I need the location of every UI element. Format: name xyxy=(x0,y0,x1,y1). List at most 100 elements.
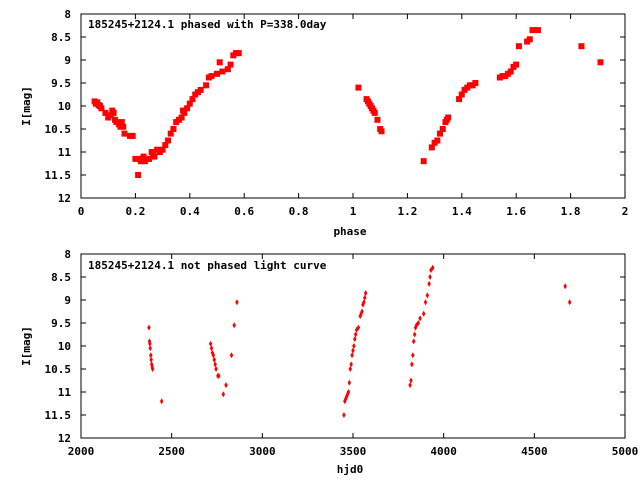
phased-data-point xyxy=(102,109,109,116)
unphased-data-point xyxy=(356,324,361,331)
phased-data-point xyxy=(146,155,152,162)
unphased-data-point xyxy=(353,336,357,343)
phased-data-point xyxy=(186,100,193,107)
unphased-data-point xyxy=(159,398,164,405)
phased-y-tick-label: 8 xyxy=(64,8,71,21)
phased-data-point xyxy=(208,73,215,80)
phased-x-tick-label: 0 xyxy=(78,205,85,218)
unphased-data-point xyxy=(209,345,214,352)
phased-data-point xyxy=(513,61,520,68)
unphased-data-point xyxy=(350,352,354,359)
phased-data-point xyxy=(374,116,381,123)
unphased-data-point xyxy=(214,366,218,372)
phased-x-tick-label: 0.8 xyxy=(289,205,309,218)
phased-data-point xyxy=(439,126,446,132)
phased-x-tick-label: 1 xyxy=(350,205,357,218)
phased-x-tick-label: 2 xyxy=(622,205,629,218)
unphased-data-point xyxy=(427,280,431,287)
unphased-data-points xyxy=(147,264,572,418)
phased-data-points xyxy=(91,27,604,178)
phased-data-point xyxy=(129,132,136,139)
phased-plot: 185245+2124.1 phased with P=338.0day pha… xyxy=(20,8,628,238)
unphased-data-point xyxy=(213,361,217,368)
unphased-x-tick-label: 3500 xyxy=(340,445,367,458)
unphased-data-point xyxy=(149,352,153,359)
phased-data-point xyxy=(120,123,127,130)
unphased-y-tick-label: 10 xyxy=(58,340,71,353)
phased-x-tick-label: 0.2 xyxy=(125,205,145,218)
phased-data-point xyxy=(235,50,242,57)
phased-y-tick-label: 11 xyxy=(58,146,72,159)
unphased-data-point xyxy=(410,361,414,368)
phased-x-tick-label: 1.6 xyxy=(506,205,526,218)
unphased-data-point xyxy=(362,299,366,306)
phased-data-point xyxy=(197,86,204,93)
unphased-data-point xyxy=(229,352,234,359)
unphased-data-point xyxy=(409,377,413,384)
phased-data-point xyxy=(227,61,234,68)
unphased-data-point xyxy=(421,310,426,317)
phased-data-point xyxy=(214,70,220,77)
unphased-data-point xyxy=(363,294,367,301)
phased-axes-ticks: 0 0.2 0.4 0.6 0.8 1 1.2 1.4 1.6 1.8 2 8 8.5 9 9.5 10 10.… xyxy=(45,8,629,218)
phased-plot-title: 185245+2124.1 phased with P=338.0day xyxy=(88,18,327,31)
unphased-x-axis-label: hjd0 xyxy=(337,463,364,476)
unphased-data-point xyxy=(353,331,358,338)
unphased-y-tick-label: 10.5 xyxy=(45,363,72,376)
phased-data-point xyxy=(170,126,177,132)
phased-data-point xyxy=(355,84,362,91)
unphased-data-point xyxy=(147,324,151,331)
phased-data-point xyxy=(132,155,139,162)
phased-data-point xyxy=(428,144,435,151)
phased-data-point xyxy=(456,96,463,103)
phased-x-tick-label: 1.2 xyxy=(397,205,417,218)
phased-data-point xyxy=(578,43,585,50)
phased-data-point xyxy=(224,66,231,73)
unphased-x-tick-label: 2000 xyxy=(68,445,95,458)
unphased-data-point xyxy=(224,382,228,389)
phased-data-point xyxy=(597,59,604,66)
unphased-data-point xyxy=(221,391,226,398)
phased-data-point xyxy=(458,91,465,98)
unphased-data-point xyxy=(212,356,217,363)
unphased-x-tick-label: 4500 xyxy=(521,445,548,458)
unphased-y-axis-label: I[mag] xyxy=(20,326,33,366)
phased-data-point xyxy=(526,36,533,43)
unphased-data-point xyxy=(217,372,221,379)
phased-data-point xyxy=(178,114,185,121)
unphased-data-point xyxy=(411,352,415,359)
unphased-x-tick-label: 2500 xyxy=(158,445,185,458)
phased-data-point xyxy=(121,130,128,137)
phased-data-point xyxy=(135,172,142,178)
unphased-y-tick-label: 8 xyxy=(64,248,71,261)
phased-data-point xyxy=(216,59,223,66)
unphased-data-point xyxy=(418,315,422,322)
unphased-data-point xyxy=(348,366,353,372)
phased-data-point xyxy=(181,109,188,116)
phased-x-tick-label: 0.6 xyxy=(234,205,254,218)
unphased-data-point xyxy=(363,290,368,297)
phased-data-point xyxy=(184,105,191,112)
unphased-data-point xyxy=(148,340,152,347)
phased-y-tick-label: 10 xyxy=(58,100,71,113)
phased-data-point xyxy=(420,158,427,165)
phased-data-point xyxy=(529,27,536,34)
unphased-data-point xyxy=(347,379,352,386)
unphased-data-point xyxy=(563,283,567,290)
phased-data-point xyxy=(98,105,105,112)
phased-data-point xyxy=(371,109,378,116)
phased-data-point xyxy=(167,130,174,137)
phased-data-point xyxy=(165,137,172,144)
unphased-y-tick-label: 11.5 xyxy=(45,409,72,422)
unphased-data-point xyxy=(360,308,364,315)
phased-y-tick-label: 10.5 xyxy=(45,123,72,136)
phased-data-point xyxy=(151,153,158,160)
unphased-y-tick-label: 9.5 xyxy=(51,317,71,330)
unphased-plot: 185245+2124.1 not phased light curve hjd… xyxy=(20,248,638,476)
unphased-data-point xyxy=(411,338,416,345)
unphased-data-point xyxy=(431,264,435,271)
phased-data-point xyxy=(189,96,196,103)
phased-y-tick-label: 11.5 xyxy=(45,169,72,182)
phased-y-tick-label: 9.5 xyxy=(51,77,71,90)
